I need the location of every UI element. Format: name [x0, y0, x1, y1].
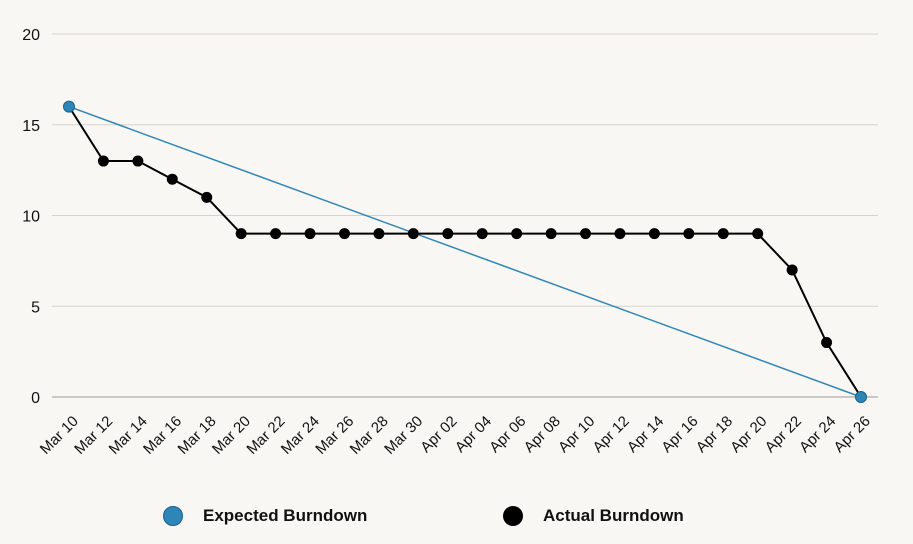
x-tick-label: Apr 24: [796, 413, 839, 456]
expected-burndown-point: [855, 391, 867, 403]
x-tick-label: Apr 22: [762, 413, 805, 456]
legend-label-expected: Expected Burndown: [203, 506, 368, 525]
actual-burndown-point: [648, 228, 660, 240]
actual-burndown-point: [786, 264, 798, 276]
x-tick-label: Mar 24: [278, 413, 323, 458]
x-tick-label: Mar 20: [209, 413, 254, 458]
actual-burndown-point: [373, 228, 385, 240]
x-tick-label: Mar 30: [381, 413, 426, 458]
y-tick-label: 20: [22, 27, 40, 44]
actual-burndown-point: [717, 228, 729, 240]
legend-swatch-expected: [163, 506, 183, 526]
x-tick-label: Mar 10: [37, 413, 82, 458]
x-tick-label: Apr 12: [590, 413, 633, 456]
actual-burndown-point: [752, 228, 764, 240]
x-tick-label: Mar 16: [140, 413, 185, 458]
legend-item-expected[interactable]: Expected Burndown: [163, 498, 367, 534]
actual-burndown-point: [166, 173, 178, 185]
actual-burndown-point: [476, 228, 488, 240]
actual-burndown-point: [580, 228, 592, 240]
actual-burndown-point: [683, 228, 695, 240]
x-tick-label: Mar 26: [312, 413, 357, 458]
x-tick-label: Apr 26: [831, 413, 874, 456]
y-tick-label: 10: [22, 209, 40, 226]
actual-burndown-point: [442, 228, 454, 240]
legend-item-actual[interactable]: Actual Burndown: [503, 498, 684, 534]
actual-burndown-point: [304, 228, 316, 240]
x-tick-label: Mar 12: [71, 413, 116, 458]
x-tick-label: Mar 18: [175, 413, 220, 458]
expected-burndown-point: [63, 100, 75, 113]
x-tick-label: Apr 08: [521, 413, 564, 456]
x-tick-label: Apr 16: [658, 413, 701, 456]
y-tick-label: 0: [31, 390, 40, 407]
actual-burndown-point: [270, 228, 282, 240]
actual-burndown-point: [201, 191, 213, 203]
x-tick-label: Apr 04: [452, 413, 495, 456]
actual-burndown-point: [511, 228, 523, 240]
chart-legend: Expected Burndown Actual Burndown: [0, 498, 913, 534]
actual-burndown-point: [821, 337, 833, 349]
actual-burndown-point: [545, 228, 557, 240]
y-tick-label: 15: [22, 118, 40, 135]
x-tick-label: Mar 28: [347, 413, 392, 458]
x-tick-label: Apr 14: [624, 413, 667, 456]
expected-burndown-line: [68, 105, 862, 398]
x-tick-label: Apr 18: [693, 413, 736, 456]
legend-swatch-actual: [503, 506, 523, 526]
x-tick-label: Mar 22: [243, 413, 288, 458]
actual-burndown-line: [68, 106, 862, 398]
actual-burndown-point: [614, 228, 626, 240]
actual-burndown-point: [97, 155, 109, 167]
y-tick-label: 5: [31, 299, 40, 316]
x-tick-label: Apr 10: [555, 413, 598, 456]
x-tick-label: Apr 20: [727, 413, 770, 456]
x-tick-label: Apr 02: [417, 413, 460, 456]
actual-burndown-point: [132, 155, 144, 167]
legend-label-actual: Actual Burndown: [543, 506, 684, 525]
actual-burndown-point: [407, 228, 419, 240]
actual-burndown-point: [235, 228, 247, 240]
actual-burndown-point: [338, 228, 350, 240]
x-tick-label: Mar 14: [106, 413, 151, 458]
x-tick-label: Apr 06: [486, 413, 529, 456]
